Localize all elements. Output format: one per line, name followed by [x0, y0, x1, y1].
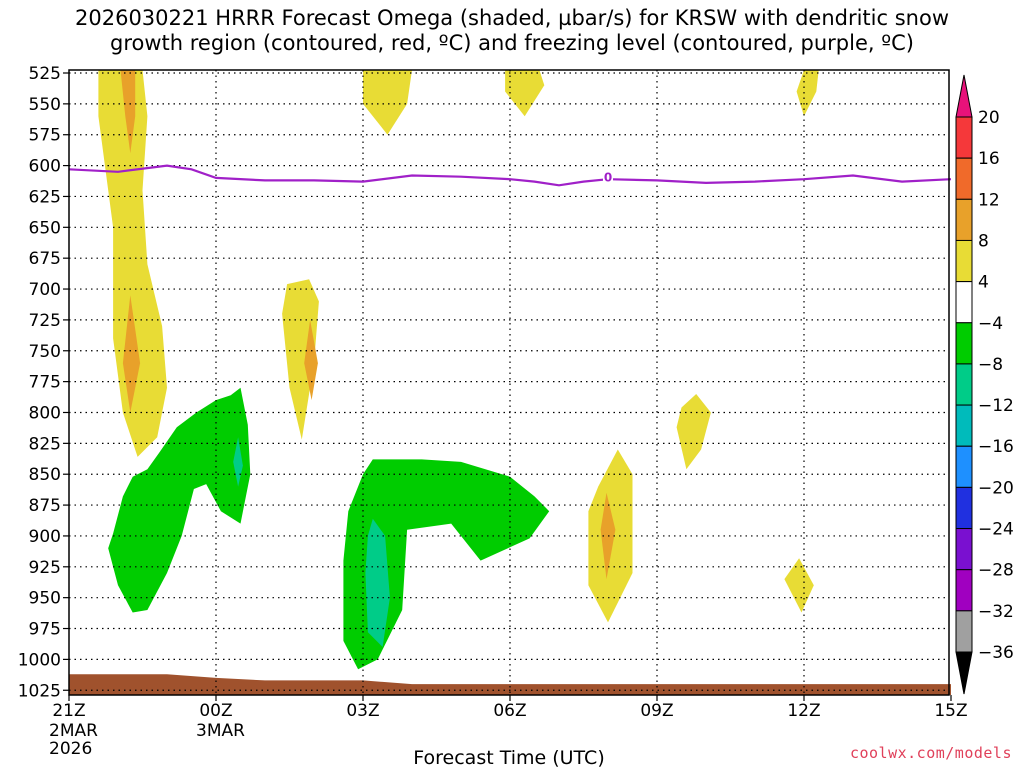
freezing-level-label-bg [603, 169, 613, 184]
y-tick-label-725: 725 [29, 311, 61, 331]
omega-region-8 [676, 394, 711, 470]
colorbar-label-5: −4 [978, 314, 1003, 334]
colorbar-bin-10 [955, 486, 973, 530]
colorbar-bin-2 [955, 157, 973, 200]
omega-region-6 [505, 70, 545, 117]
omega-region-1 [120, 70, 136, 154]
colorbar-label-3: 8 [978, 231, 989, 251]
freezing-level-label: 0 [604, 171, 612, 185]
y-tick-label-925: 925 [29, 558, 61, 578]
y-tick-label-625: 625 [29, 187, 61, 207]
colorbar-bin-13 [955, 610, 973, 653]
colorbar: 20 16 12 8 4 −4 −8 −12 −16 −20 −24 −28 −32 −36 [955, 74, 1014, 695]
colorbar-bin-3 [955, 198, 973, 241]
freezing-level-layer: 0 [68, 164, 952, 187]
colorbar-label-12: −32 [978, 602, 1014, 622]
colorbar-bin-4 [955, 239, 973, 283]
colorbar-bin-8 [955, 404, 973, 447]
grid-layer [69, 70, 949, 695]
y-tick-label-900: 900 [29, 527, 61, 547]
colorbar-label-9: −20 [978, 478, 1014, 498]
y-tick-label-975: 975 [29, 620, 61, 640]
colorbar-bin-9 [955, 445, 973, 488]
colorbar-label-2: 12 [978, 190, 1000, 210]
x-axis-title: Forecast Time (UTC) [413, 747, 604, 768]
chart-title: 2026030221 HRRR Forecast Omega (shaded, … [0, 6, 1024, 56]
colorbar-bin-7 [955, 363, 973, 406]
plot-frame [68, 69, 950, 696]
y-tick-label-775: 775 [29, 373, 61, 393]
chart-title-line-2: growth region (contoured, red, ºC) and f… [110, 31, 914, 55]
y-tick-label-800: 800 [29, 403, 61, 423]
y-tick-label-1025: 1025 [18, 681, 61, 701]
x-tick-label-09Z: 09Z [640, 701, 673, 721]
omega-region-12 [108, 387, 251, 613]
y-tick-label-600: 600 [29, 157, 61, 177]
omega-region-2 [122, 295, 141, 413]
y-tick-label-1000: 1000 [18, 650, 61, 670]
colorbar-top-arrow [955, 74, 973, 118]
y-tick-label-700: 700 [29, 280, 61, 300]
y-tick-label-650: 650 [29, 218, 61, 238]
y-axis: 525 550 575 600 625 650 675 700 725 750 775 800 825 8… [18, 64, 69, 701]
omega-shading-layer [98, 70, 819, 670]
chart-title-line-1: 2026030221 HRRR Forecast Omega (shaded, … [75, 6, 949, 30]
colorbar-bin-5 [955, 281, 973, 324]
x-tick-label-15Z: 15Z [934, 701, 967, 721]
x-tick-label-03Z: 03Z [346, 701, 379, 721]
x-tick-sublabel-2026: 2026 [49, 739, 92, 759]
freezing-level-line [68, 164, 952, 187]
colorbar-label-11: −28 [978, 561, 1014, 581]
omega-region-4 [304, 319, 318, 401]
colorbar-label-13: −36 [978, 643, 1014, 663]
x-tick-sublabel-3MAR: 3MAR [196, 721, 245, 741]
y-tick-label-675: 675 [29, 249, 61, 269]
colorbar-label-6: −8 [978, 355, 1003, 375]
colorbar-bin-12 [955, 569, 973, 612]
omega-region-7 [796, 70, 819, 117]
y-tick-label-875: 875 [29, 496, 61, 516]
colorbar-label-4: 4 [978, 273, 989, 293]
colorbar-bin-11 [955, 528, 973, 571]
site-credit: coolwx.com/models [849, 744, 1012, 762]
colorbar-label-7: −12 [978, 396, 1014, 416]
x-tick-label-06Z: 06Z [493, 701, 526, 721]
x-tick-label-00Z: 00Z [199, 701, 232, 721]
colorbar-label-10: −24 [978, 520, 1014, 540]
omega-region-0 [98, 70, 167, 457]
colorbar-label-8: −16 [978, 437, 1014, 457]
y-tick-label-525: 525 [29, 64, 61, 84]
omega-region-3 [282, 279, 319, 440]
y-tick-label-575: 575 [29, 126, 61, 146]
colorbar-label-0: 20 [978, 108, 1000, 128]
y-tick-label-550: 550 [29, 95, 61, 115]
omega-region-5 [363, 70, 412, 135]
y-tick-label-825: 825 [29, 434, 61, 454]
y-tick-label-850: 850 [29, 465, 61, 485]
omega-region-15 [365, 518, 390, 647]
x-tick-label-21Z: 21Z [52, 701, 85, 721]
colorbar-bin-6 [955, 322, 973, 365]
colorbar-bin-1 [955, 116, 973, 159]
x-tick-label-12Z: 12Z [787, 701, 820, 721]
y-tick-label-950: 950 [29, 589, 61, 609]
y-tick-label-750: 750 [29, 342, 61, 362]
x-tick-sublabel-2MAR: 2MAR [49, 721, 98, 741]
omega-region-11 [784, 558, 814, 613]
colorbar-bottom-arrow [955, 651, 973, 695]
omega-region-14 [343, 459, 550, 670]
colorbar-label-1: 16 [978, 149, 1000, 169]
